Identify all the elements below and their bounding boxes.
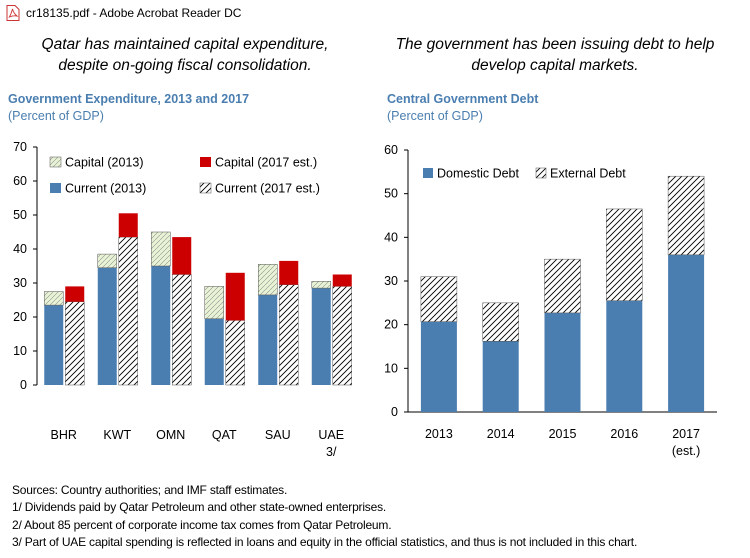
bar-capital-2013-qat <box>204 286 224 319</box>
government-expenditure-chart: 0 10 20 30 40 50 60 70 BHR KWT OMN QAT SAU UAE 3/Capit… <box>13 140 352 459</box>
bar-capital-2017-est-sau <box>279 260 299 285</box>
right-headline: The government has been issuing debt to … <box>380 34 730 76</box>
bar-capital-2013-sau <box>258 264 278 296</box>
legend-swatch-external-debt <box>535 167 547 179</box>
y-tick-label: 30 <box>384 274 398 288</box>
bar-external-debt-2015 <box>544 258 581 314</box>
footnote-2: 2/ About 85 percent of corporate income … <box>12 517 392 532</box>
central-government-debt-chart: 0 10 20 30 40 50 60 2013 2014 2015 2016 2017 (est.) D… <box>384 143 717 458</box>
bar-capital-2013-kwt <box>97 253 117 268</box>
bar-current-2017-est-qat <box>225 320 245 386</box>
pdf-file-icon <box>6 5 20 21</box>
bar-domestic-debt-2015 <box>544 312 581 412</box>
footnote-sources: Sources: Country authorities; and IMF st… <box>12 483 288 497</box>
x-tick-label: 3/ <box>326 445 337 459</box>
legend-label-external-debt: External Debt <box>550 167 626 181</box>
footnote-1: 1/ Dividends paid by Qatar Petroleum and… <box>12 500 387 515</box>
left-headline-line-2: despite on-going fiscal consolidation. <box>58 57 312 74</box>
bar-capital-2017-est-kwt <box>118 213 138 238</box>
bar-external-debt-2017-est <box>667 175 705 256</box>
y-tick-label: 10 <box>384 361 398 375</box>
legend-swatch-domestic-debt <box>423 168 433 178</box>
bar-current-2013-uae-3 <box>311 288 331 385</box>
bar-capital-2017-est-bhr <box>65 286 85 302</box>
legend-label-capital-2017-est: Capital (2017 est.) <box>215 156 317 170</box>
y-tick-label: 60 <box>13 174 27 188</box>
footnotes: Sources: Country authorities; and IMF st… <box>12 482 637 551</box>
bar-current-2017-est-uae-3 <box>332 286 352 386</box>
bar-capital-2013-omn <box>151 231 171 267</box>
bar-domestic-debt-2014 <box>482 341 519 412</box>
bar-capital-2013-uae-3 <box>311 281 331 289</box>
bar-external-debt-2013 <box>420 276 458 322</box>
footnote-3: 3/ Part of UAE capital spending is refle… <box>12 534 638 549</box>
bar-domestic-debt-2013 <box>420 321 457 412</box>
bar-current-2017-est-sau <box>279 284 299 386</box>
right-headline-line-2: develop capital markets. <box>471 57 639 74</box>
legend-label-capital-2013: Capital (2013) <box>65 156 144 170</box>
y-tick-label: 40 <box>13 242 27 256</box>
legend-swatch-capital-2013 <box>49 156 62 168</box>
left-chart-subtitle: (Percent of GDP) <box>8 109 104 123</box>
x-tick-label: OMN <box>156 428 185 442</box>
bar-capital-2013-bhr <box>44 291 64 306</box>
x-tick-label: 2014 <box>487 427 515 441</box>
x-tick-label: 2016 <box>610 427 638 441</box>
y-tick-label: 40 <box>384 230 398 244</box>
y-tick-label: 20 <box>384 318 398 332</box>
bar-current-2013-sau <box>258 294 278 385</box>
bar-current-2013-bhr <box>44 305 64 385</box>
x-tick-label: KWT <box>103 428 131 442</box>
bar-current-2013-omn <box>151 266 171 385</box>
bar-external-debt-2014 <box>482 302 519 342</box>
y-tick-label: 20 <box>13 310 27 324</box>
y-tick-label: 70 <box>13 140 27 154</box>
bar-capital-2017-est-qat <box>225 272 245 321</box>
bar-current-2017-est-bhr <box>65 301 85 386</box>
legend-label-domestic-debt: Domestic Debt <box>437 167 519 181</box>
left-headline-line-1: Qatar has maintained capital expenditure… <box>41 36 329 53</box>
x-tick-label: UAE <box>318 428 344 442</box>
bar-current-2017-est-kwt <box>118 236 138 386</box>
y-tick-label: 60 <box>384 143 398 157</box>
bar-current-2013-kwt <box>97 267 117 385</box>
y-tick-label: 0 <box>20 378 27 392</box>
x-tick-label: SAU <box>265 428 291 442</box>
left-chart-title: Government Expenditure, 2013 and 2017 <box>8 92 250 106</box>
bar-external-debt-2016 <box>606 208 643 301</box>
bar-domestic-debt-2017-est <box>668 254 705 412</box>
window-titlebar: cr18135.pdf - Adobe Acrobat Reader DC <box>0 0 750 26</box>
left-headline: Qatar has maintained capital expenditure… <box>20 34 350 76</box>
legend-label-current-2017-est: Current (2017 est.) <box>215 182 320 196</box>
bar-domestic-debt-2016 <box>606 300 643 412</box>
right-chart-title: Central Government Debt <box>387 92 539 106</box>
window-title: cr18135.pdf - Adobe Acrobat Reader DC <box>26 6 242 20</box>
y-tick-label: 0 <box>391 405 398 419</box>
x-tick-label: 2017 <box>672 427 700 441</box>
x-tick-label: (est.) <box>672 444 700 458</box>
y-tick-label: 30 <box>13 276 27 290</box>
x-tick-label: 2013 <box>425 427 453 441</box>
right-chart-subtitle: (Percent of GDP) <box>387 109 483 123</box>
x-tick-label: 2015 <box>549 427 577 441</box>
right-headline-line-1: The government has been issuing debt to … <box>395 36 715 53</box>
x-tick-label: BHR <box>51 428 77 442</box>
legend-label-current-2013: Current (2013) <box>65 182 146 196</box>
bar-capital-2017-est-omn <box>172 237 192 275</box>
legend-swatch-capital-2017-est <box>200 157 211 167</box>
bar-current-2017-est-omn <box>172 274 192 386</box>
bar-current-2013-qat <box>204 318 224 385</box>
y-tick-label: 50 <box>384 187 398 201</box>
x-tick-label: QAT <box>212 428 237 442</box>
legend-swatch-current-2017-est <box>199 182 212 194</box>
legend-swatch-current-2013 <box>50 183 61 193</box>
bar-capital-2017-est-uae-3 <box>332 274 352 287</box>
y-tick-label: 50 <box>13 208 27 222</box>
y-tick-label: 10 <box>13 344 27 358</box>
